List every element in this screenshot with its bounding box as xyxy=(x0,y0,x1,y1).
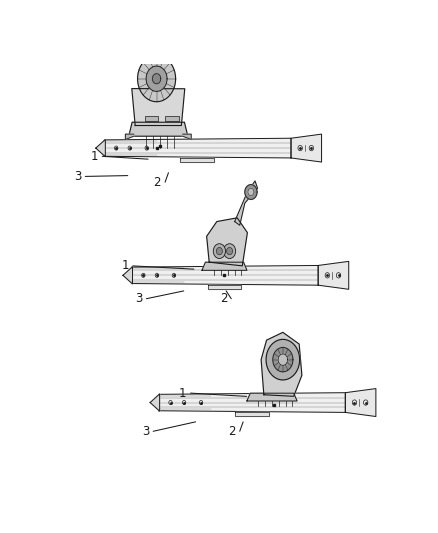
Polygon shape xyxy=(345,389,376,416)
Text: 3: 3 xyxy=(142,425,149,438)
Polygon shape xyxy=(245,184,257,199)
Circle shape xyxy=(223,244,236,259)
Polygon shape xyxy=(104,138,291,158)
Circle shape xyxy=(226,247,233,255)
Circle shape xyxy=(213,244,226,259)
Polygon shape xyxy=(129,122,188,136)
Polygon shape xyxy=(235,413,268,416)
Polygon shape xyxy=(96,140,105,157)
Polygon shape xyxy=(150,394,159,411)
Text: 2: 2 xyxy=(228,425,236,438)
Polygon shape xyxy=(235,181,258,225)
Polygon shape xyxy=(146,66,167,91)
Polygon shape xyxy=(152,74,161,84)
Polygon shape xyxy=(125,134,134,140)
Polygon shape xyxy=(159,393,345,413)
Polygon shape xyxy=(291,134,321,162)
Text: 2: 2 xyxy=(153,176,161,189)
Polygon shape xyxy=(208,285,241,289)
Polygon shape xyxy=(318,261,349,289)
Text: 1: 1 xyxy=(121,260,129,272)
Polygon shape xyxy=(131,265,318,285)
Bar xyxy=(145,117,158,122)
Polygon shape xyxy=(266,340,300,380)
Polygon shape xyxy=(278,354,288,365)
Text: 2: 2 xyxy=(220,292,227,305)
Polygon shape xyxy=(273,348,293,372)
Text: 1: 1 xyxy=(179,386,187,400)
Polygon shape xyxy=(138,56,176,102)
Polygon shape xyxy=(183,134,191,140)
Polygon shape xyxy=(202,262,247,270)
Polygon shape xyxy=(132,88,185,126)
Circle shape xyxy=(216,247,223,255)
Polygon shape xyxy=(247,393,297,401)
Text: 1: 1 xyxy=(91,150,98,163)
Text: 3: 3 xyxy=(135,292,142,305)
Polygon shape xyxy=(123,266,132,284)
Polygon shape xyxy=(248,188,254,196)
Polygon shape xyxy=(261,333,302,397)
Polygon shape xyxy=(180,158,214,162)
Text: 3: 3 xyxy=(74,170,81,183)
Bar xyxy=(165,117,179,122)
Polygon shape xyxy=(207,218,247,266)
